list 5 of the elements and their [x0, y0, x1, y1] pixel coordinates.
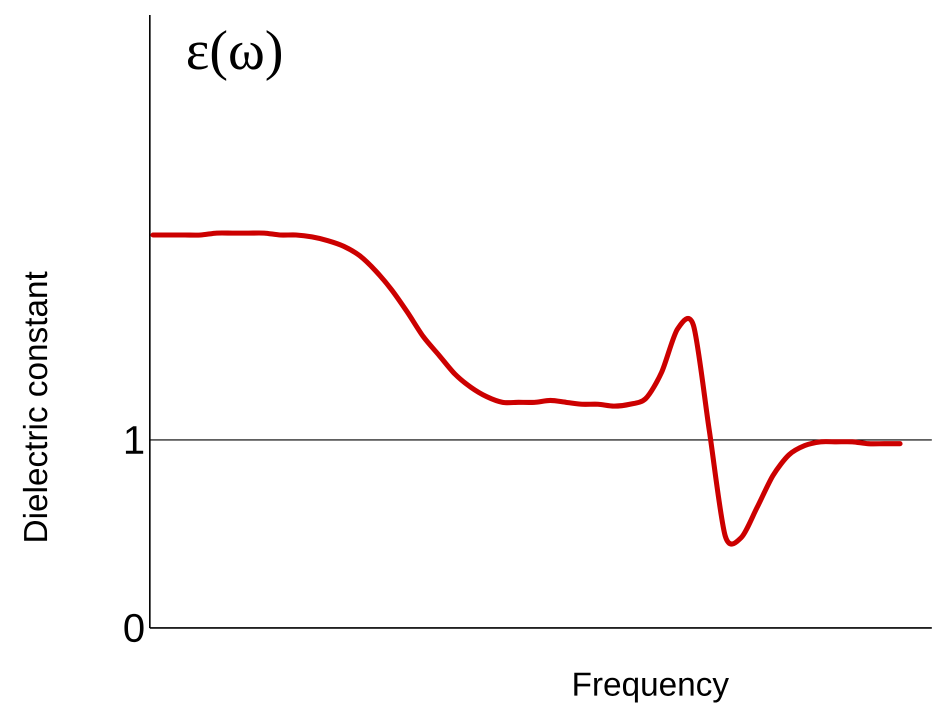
chart-title: ε(ω) — [188, 30, 282, 81]
x-axis-title: Frequency — [574, 672, 729, 703]
y-axis-title: Dielectric constant — [22, 271, 48, 541]
y-tick-label: 0 — [124, 614, 144, 642]
y-tick-label: 1 — [126, 426, 144, 454]
